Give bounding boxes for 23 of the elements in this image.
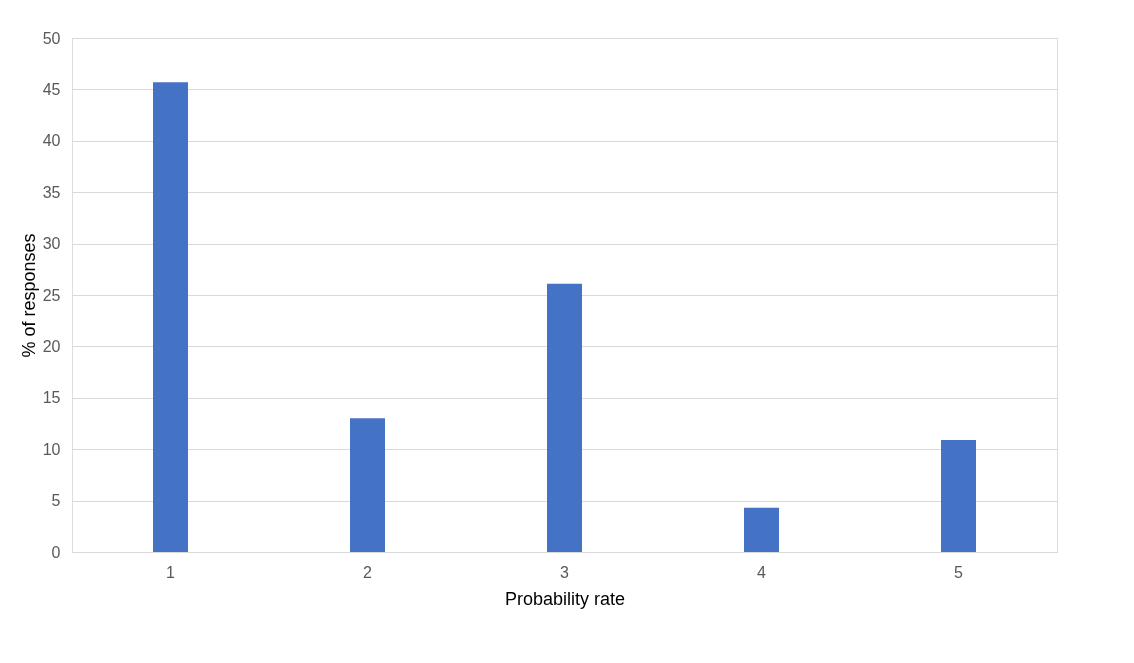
bar	[744, 507, 779, 552]
x-axis-title: Probability rate	[504, 588, 626, 609]
bar	[547, 283, 582, 552]
y-tick-label: 10	[42, 440, 61, 458]
x-tick-label: 4	[757, 563, 767, 581]
bar	[153, 82, 188, 552]
y-tick-label: 35	[42, 183, 61, 201]
y-tick-label: 50	[42, 29, 61, 47]
y-tick-label: 40	[42, 132, 61, 150]
y-axis-title: % of responses	[18, 233, 39, 358]
y-tick-label: 30	[42, 235, 61, 253]
x-tick-label: 3	[560, 563, 570, 581]
x-tick-label: 2	[363, 563, 373, 581]
bar	[941, 439, 976, 552]
y-tick-label: 25	[42, 286, 61, 304]
x-tick-label: 5	[954, 563, 964, 581]
x-tick-label: 1	[166, 563, 176, 581]
y-tick-label: 5	[51, 492, 61, 510]
y-tick-label: 0	[51, 543, 61, 561]
y-tick-label: 15	[42, 389, 61, 407]
y-tick-label: 45	[42, 80, 61, 98]
bar	[350, 418, 385, 552]
y-tick-label: 20	[42, 337, 61, 355]
